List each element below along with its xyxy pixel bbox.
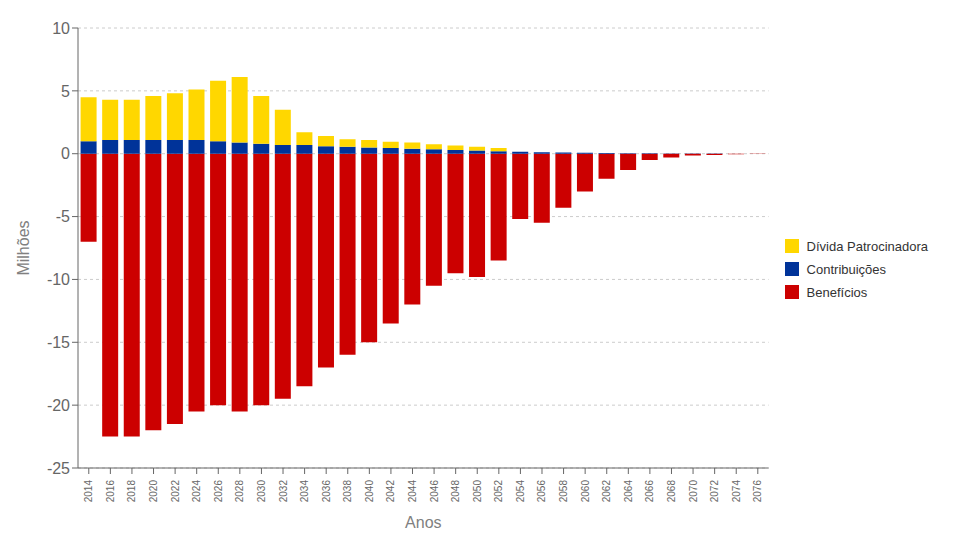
svg-text:2054: 2054 [515, 480, 526, 503]
svg-text:2040: 2040 [364, 480, 375, 503]
svg-text:2062: 2062 [601, 480, 612, 503]
svg-text:2044: 2044 [407, 480, 418, 503]
svg-text:2068: 2068 [666, 480, 677, 503]
svg-text:2026: 2026 [213, 480, 224, 503]
svg-text:2024: 2024 [191, 480, 202, 503]
html-text:Benefícios: Benefícios [806, 284, 868, 300]
svg-text:2056: 2056 [536, 480, 547, 503]
svg-text:2064: 2064 [623, 480, 634, 503]
html-text:Contribuições: Contribuições [806, 261, 887, 277]
svg-text:2014: 2014 [83, 480, 94, 503]
svg-text:2050: 2050 [472, 480, 483, 503]
svg-text:2018: 2018 [126, 480, 137, 503]
svg-text:2070: 2070 [688, 480, 699, 503]
svg-text:-20: -20 [47, 397, 70, 414]
svg-text:2048: 2048 [450, 480, 461, 503]
svg-text:0: 0 [61, 145, 70, 162]
html-text:Dívida Patrocinadora: Dívida Patrocinadora [806, 238, 928, 254]
svg-text:2066: 2066 [644, 480, 655, 503]
svg-text:-5: -5 [56, 208, 70, 225]
svg-text:2074: 2074 [731, 480, 742, 503]
svg-text:10: 10 [52, 20, 70, 37]
svg-text:2072: 2072 [709, 480, 720, 503]
svg-text:2034: 2034 [299, 480, 310, 503]
svg-text:2016: 2016 [105, 480, 116, 503]
svg-text:2036: 2036 [321, 480, 332, 503]
svg-text:-25: -25 [47, 460, 70, 477]
svg-text:2042: 2042 [385, 480, 396, 503]
svg-text:2058: 2058 [558, 480, 569, 503]
svg-text:2038: 2038 [342, 480, 353, 503]
svg-text:Milhões: Milhões [15, 220, 32, 275]
svg-text:-10: -10 [47, 271, 70, 288]
svg-text:-15: -15 [47, 334, 70, 351]
svg-text:Anos: Anos [405, 514, 441, 531]
svg-text:2046: 2046 [429, 480, 440, 503]
svg-text:2020: 2020 [148, 480, 159, 503]
svg-text:5: 5 [61, 83, 70, 100]
svg-text:2032: 2032 [278, 480, 289, 503]
svg-text:2052: 2052 [493, 480, 504, 503]
svg-text:2028: 2028 [234, 480, 245, 503]
svg-text:2060: 2060 [580, 480, 591, 503]
svg-text:2022: 2022 [170, 480, 181, 503]
svg-text:2030: 2030 [256, 480, 267, 503]
svg-text:2076: 2076 [752, 480, 763, 503]
